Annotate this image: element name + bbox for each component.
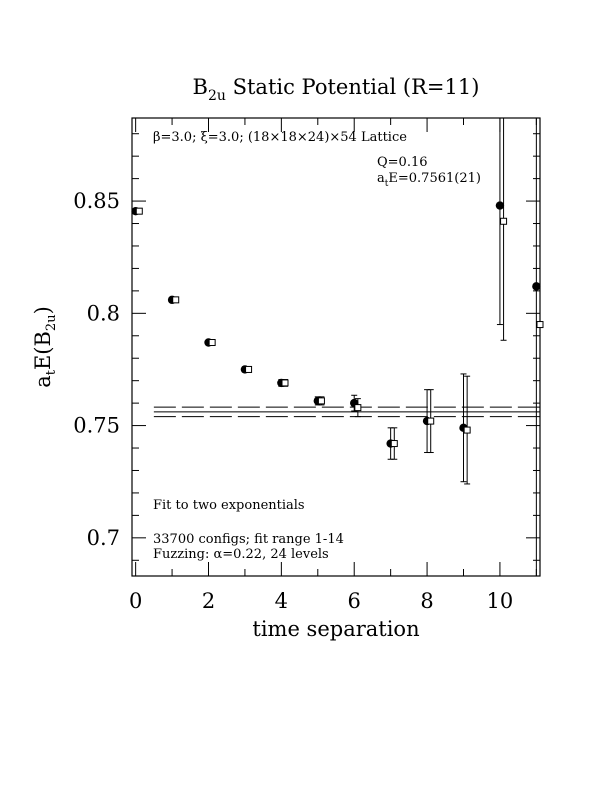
x-tick-label: 8 (420, 589, 433, 613)
x-tick-label: 6 (348, 589, 361, 613)
energy-annotation: atE=0.7561(21) (377, 171, 481, 189)
y-axis-label: atE(B2u) (31, 306, 59, 388)
data-point-square (245, 365, 253, 373)
y-tick-label: 0.7 (87, 526, 120, 550)
fuzzing-annotation: Fuzzing: α=0.22, 24 levels (153, 547, 329, 562)
configs-annotation: 33700 configs; fit range 1-14 (153, 532, 344, 547)
data-point-circle (495, 201, 505, 210)
x-tick-label: 10 (487, 589, 514, 613)
lattice-annotation: β=3.0; ξ=3.0; (18×18×24)×54 Lattice (153, 130, 407, 145)
data-point-square (500, 217, 508, 225)
y-tick-label: 0.85 (73, 189, 120, 213)
data-point-square (317, 397, 325, 405)
fit-band (153, 406, 540, 418)
data-point-circle (532, 282, 541, 291)
data-point-square (208, 339, 216, 347)
x-tick-label: 0 (129, 589, 142, 613)
data-point-square (135, 207, 143, 215)
data-point-square (427, 417, 435, 425)
q-annotation: Q=0.16 (377, 155, 428, 170)
data-points (131, 118, 544, 576)
fit-description: Fit to two exponentials (153, 498, 305, 513)
data-point-square (281, 379, 289, 387)
x-axis-label: time separation (252, 617, 419, 641)
x-tick-label: 2 (202, 589, 215, 613)
data-point-square (390, 440, 398, 448)
y-tick-label: 0.75 (73, 414, 120, 438)
x-tick-label: 4 (275, 589, 288, 613)
data-point-square (536, 321, 544, 329)
data-point-square (354, 404, 362, 412)
chart-title: B2u Static Potential (R=11) (193, 75, 480, 104)
axis-ticks: 0 2 4 6 8 10 0.7 0.75 0.8 0.85 (73, 118, 540, 613)
y-tick-label: 0.8 (87, 301, 120, 325)
data-point-square (172, 296, 180, 304)
data-point-square (463, 426, 471, 434)
